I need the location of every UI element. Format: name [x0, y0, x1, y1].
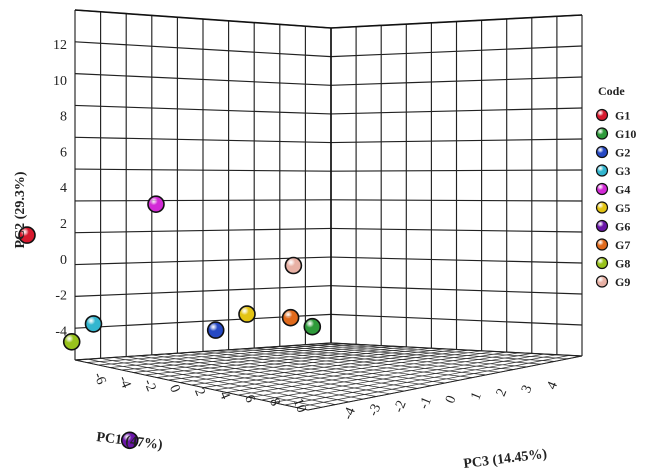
- pc2-tick-label: 12: [53, 38, 67, 53]
- floor-gridline: [203, 349, 470, 388]
- pc1-tick-label: 2: [191, 386, 208, 398]
- pc1-tick-label: 8: [266, 396, 283, 408]
- floor-gridline: [177, 352, 418, 389]
- data-point-g2: [206, 321, 225, 339]
- data-point-g5: [238, 305, 256, 323]
- data-point-g10: [303, 317, 322, 336]
- pc2-tick-label: -4: [55, 324, 67, 339]
- floor-gridline: [296, 355, 570, 408]
- legend-label-g8: G8: [615, 257, 630, 271]
- legend-label-g4: G4: [615, 183, 630, 197]
- pc3-tick-label: 2: [494, 387, 511, 399]
- floor-gridline: [100, 357, 336, 405]
- floor-gridline: [284, 354, 557, 406]
- floor-gridline: [238, 351, 507, 396]
- pc3-tick-label: 0: [443, 394, 460, 406]
- legend-label-g10: G10: [615, 127, 636, 141]
- pc2-tick-label: 6: [60, 145, 67, 160]
- pc1-tick-label: 4: [216, 390, 233, 402]
- legend-marker-g3: [595, 164, 609, 177]
- legend-label-g6: G6: [615, 220, 630, 234]
- legend-marker-g1: [595, 108, 609, 122]
- legend-marker-g6: [595, 219, 609, 233]
- data-points: [18, 195, 322, 450]
- floor-gridline: [138, 355, 377, 397]
- chart-floor-grid: [74, 342, 583, 411]
- floor-gridline: [164, 353, 404, 392]
- floor-gridline: [190, 352, 432, 387]
- floor-gridline: [151, 354, 391, 395]
- pc1-axis-title: PC1 (47%): [96, 430, 164, 453]
- pc1-tick-label: -2: [140, 377, 158, 393]
- pc3-tick-label: 3: [519, 383, 536, 395]
- floor-gridline: [249, 352, 520, 398]
- legend-label-g3: G3: [615, 164, 630, 178]
- pc1-tick-label: 10: [290, 396, 309, 415]
- floor-gridline: [126, 356, 363, 400]
- legend-marker-g10: [595, 127, 609, 140]
- legend-title: Code: [598, 84, 625, 98]
- pc3-tick-label: -1: [417, 395, 435, 411]
- floor-gridline: [191, 349, 457, 386]
- pc1-tick-label: -4: [115, 374, 133, 390]
- floor-gridline: [87, 358, 322, 408]
- data-point-g6: [120, 431, 139, 450]
- legend-label-g5: G5: [615, 201, 630, 215]
- chart-walls: [74, 9, 583, 361]
- pc3-tick-label: -2: [391, 398, 409, 414]
- pc3-tick-label: 1: [468, 390, 485, 402]
- pc2-tick-label: 0: [60, 253, 67, 268]
- pc2-tick-label: 2: [60, 217, 67, 232]
- legend-label-g2: G2: [615, 146, 630, 160]
- pc2-tick-label: 4: [60, 181, 67, 196]
- pc2-tick-label: -2: [55, 289, 67, 304]
- data-point-g8: [62, 332, 81, 351]
- pc2-axis-title: PC2 (29.3%): [13, 171, 28, 248]
- data-point-g7: [281, 308, 300, 327]
- floor-gridline: [113, 357, 350, 403]
- wall-top-border: [74, 9, 583, 29]
- legend-marker-g8: [595, 256, 609, 270]
- legend-label-g9: G9: [615, 275, 630, 289]
- pc2-tick-label: 8: [60, 110, 67, 125]
- legend-marker-g2: [595, 145, 609, 159]
- floor-gridline: [214, 350, 482, 391]
- floor-gridline: [226, 351, 495, 393]
- data-point-g4: [147, 195, 165, 213]
- pc2-tick-label: 10: [53, 74, 67, 89]
- data-point-g3: [84, 315, 103, 333]
- pc3-tick-label: -4: [341, 405, 359, 421]
- pc1-tick-labels: -6 -4 -2 0 2 4 6 8 10: [90, 370, 309, 415]
- legend: Code G1 G10 G2 G3 G4 G5 G6 G7 G8 G9: [595, 84, 636, 289]
- data-point-g1: [18, 226, 36, 244]
- pc1-tick-label: -6: [90, 370, 108, 386]
- data-point-g9: [284, 256, 303, 275]
- floor-border: [74, 342, 583, 411]
- floor-gridline: [272, 353, 545, 403]
- pc2-tick-labels: 12 10 8 6 4 2 0 -2 -4: [53, 38, 67, 339]
- legend-marker-g9: [595, 275, 609, 288]
- pc1-tick-label: 0: [166, 383, 183, 395]
- pc3-tick-labels: -4 -3 -2 -1 0 1 2 3 4: [341, 380, 561, 422]
- pc1-tick-label: 6: [241, 393, 258, 405]
- pc3-tick-label: 4: [544, 380, 561, 392]
- pc3-axis-title: PC3 (14.45%): [463, 447, 549, 472]
- legend-marker-g7: [595, 238, 609, 251]
- legend-label-g7: G7: [615, 238, 630, 252]
- floor-gridline: [261, 353, 532, 401]
- legend-marker-g5: [595, 201, 609, 214]
- legend-label-g1: G1: [615, 109, 630, 123]
- pc3-tick-label: -3: [366, 402, 384, 418]
- legend-marker-g4: [595, 182, 609, 196]
